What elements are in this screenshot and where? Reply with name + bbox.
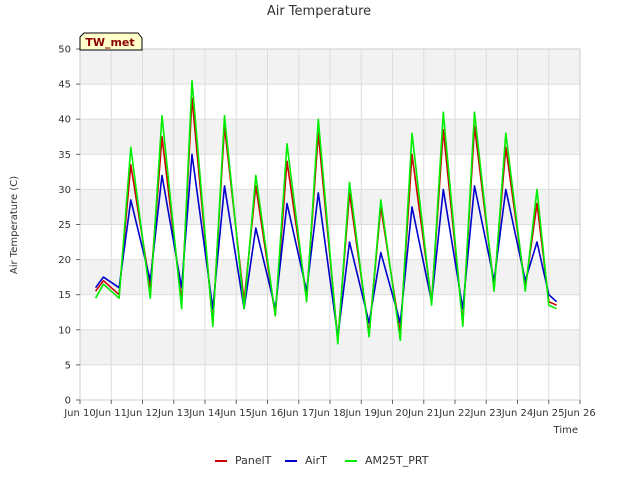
y-tick-label: 15 — [58, 290, 71, 301]
x-tick-label: Jun 11 — [94, 408, 127, 419]
y-tick-label: 50 — [58, 45, 71, 56]
x-tick-label: Jun 14 — [188, 408, 221, 419]
x-tick-label: Jun 20 — [376, 408, 409, 419]
x-tick-label: Jun 16 — [251, 408, 284, 419]
y-axis-ticks: 0 5 10 15 20 25 30 35 40 45 50 — [58, 45, 80, 407]
series-lines — [94, 79, 558, 345]
x-tick-label: Jun 22 — [438, 408, 471, 419]
y-tick-label: 30 — [58, 185, 71, 196]
y-tick-label: 25 — [58, 220, 71, 231]
legend-label: AirT — [305, 454, 327, 467]
y-tick-label: 45 — [58, 80, 71, 91]
y-tick-label: 10 — [58, 325, 71, 336]
x-tick-label: Jun 21 — [407, 408, 440, 419]
x-tick-label: Jun 15 — [219, 408, 252, 419]
x-tick-label: Jun 10 — [63, 408, 96, 419]
y-tick-label: 0 — [65, 396, 71, 407]
x-tick-label: Jun 26 — [563, 408, 596, 419]
chart-title: Air Temperature — [267, 4, 371, 19]
x-tick-label: Jun 19 — [344, 408, 377, 419]
x-tick-label: Jun 18 — [313, 408, 346, 419]
x-axis-label: Time — [553, 425, 578, 436]
x-axis-ticks: Jun 10 Jun 11 Jun 12 Jun 13 Jun 14 Jun 15 Jun … — [63, 400, 596, 419]
station-label: TW_met — [85, 36, 134, 49]
x-tick-label: Jun 25 — [532, 408, 565, 419]
x-tick-label: Jun 23 — [469, 408, 502, 419]
x-tick-label: Jun 24 — [501, 408, 534, 419]
x-tick-label: Jun 12 — [126, 408, 159, 419]
y-axis-label: Air Temperature (C) — [9, 176, 20, 274]
station-label-box: TW_met — [79, 32, 143, 51]
series-line-am25t-prt — [94, 79, 557, 345]
y-tick-label: 20 — [58, 255, 71, 266]
legend: PanelT AirT AM25T_PRT — [215, 454, 429, 467]
x-tick-label: Jun 13 — [157, 408, 190, 419]
y-tick-label: 40 — [58, 115, 71, 126]
legend-label: PanelT — [235, 454, 272, 467]
legend-label: AM25T_PRT — [365, 454, 429, 467]
x-tick-label: Jun 17 — [282, 408, 315, 419]
y-tick-label: 35 — [58, 150, 71, 161]
y-tick-label: 5 — [65, 360, 71, 371]
